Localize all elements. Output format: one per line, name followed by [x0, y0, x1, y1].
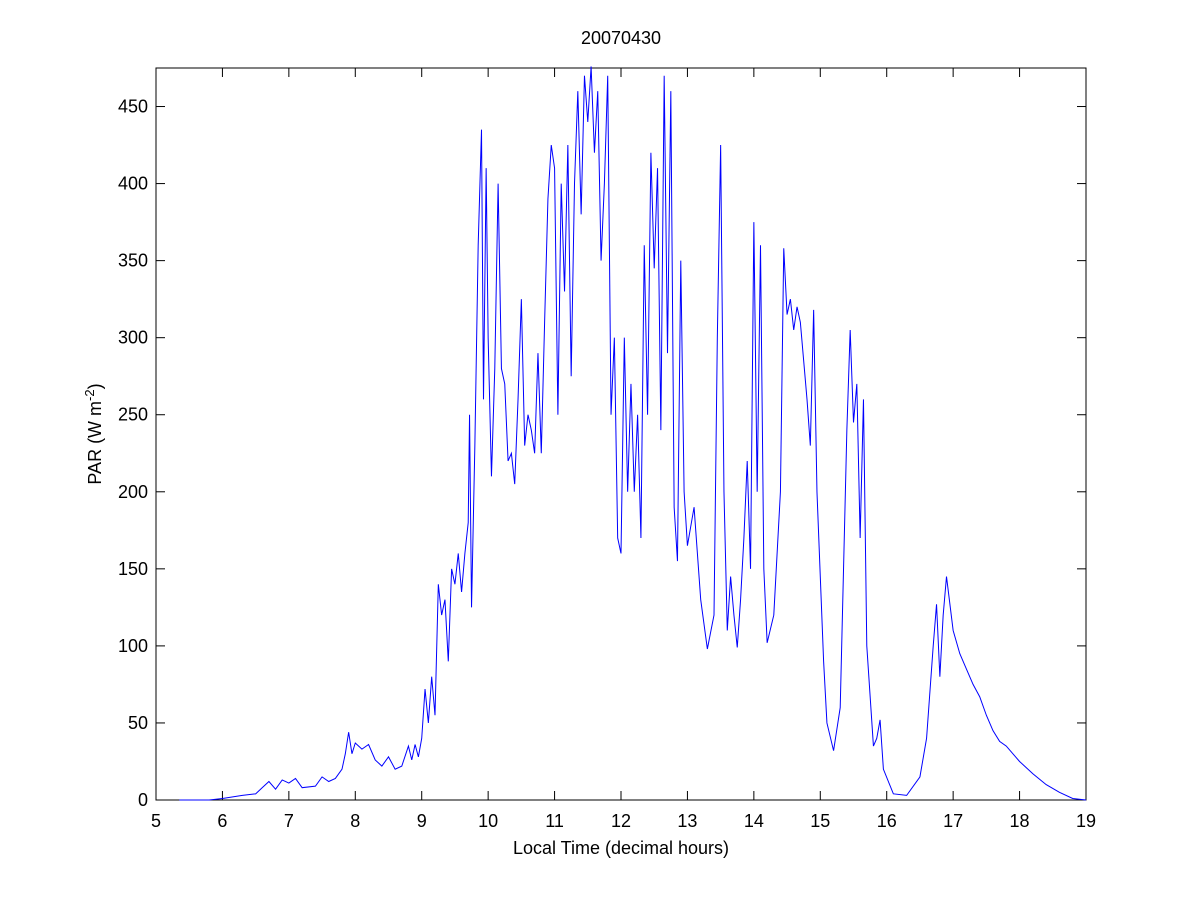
- y-tick-label: 150: [118, 559, 148, 579]
- x-tick-label: 5: [151, 811, 161, 831]
- x-tick-label: 11: [545, 811, 564, 831]
- x-tick-label: 18: [1010, 811, 1030, 831]
- x-tick-label: 13: [677, 811, 697, 831]
- y-tick-label: 50: [128, 713, 148, 733]
- x-tick-label: 14: [744, 811, 764, 831]
- chart-title: 20070430: [581, 28, 661, 48]
- x-tick-label: 17: [943, 811, 963, 831]
- y-tick-label: 0: [138, 790, 148, 810]
- y-label-text: PAR (W m: [85, 401, 105, 485]
- y-tick-label: 450: [118, 97, 148, 117]
- x-axis-label: Local Time (decimal hours): [513, 838, 729, 858]
- y-tick-label: 300: [118, 328, 148, 348]
- y-label-superscript: -2: [82, 389, 97, 401]
- x-tick-label: 9: [417, 811, 427, 831]
- y-label-suffix: ): [85, 383, 105, 389]
- x-tick-label: 15: [810, 811, 830, 831]
- y-tick-label: 250: [118, 405, 148, 425]
- x-tick-label: 12: [611, 811, 631, 831]
- x-tick-label: 7: [284, 811, 294, 831]
- y-tick-label: 100: [118, 636, 148, 656]
- y-tick-label: 200: [118, 482, 148, 502]
- x-tick-label: 16: [877, 811, 897, 831]
- y-axis-label: PAR (W m-2): [82, 383, 105, 484]
- x-tick-label: 8: [350, 811, 360, 831]
- y-tick-label: 350: [118, 251, 148, 271]
- data-line: [179, 66, 1087, 801]
- x-tick-label: 19: [1076, 811, 1096, 831]
- x-tick-label: 6: [217, 811, 227, 831]
- x-tick-label: 10: [478, 811, 498, 831]
- y-tick-label: 400: [118, 174, 148, 194]
- plot-box: [155, 67, 1087, 801]
